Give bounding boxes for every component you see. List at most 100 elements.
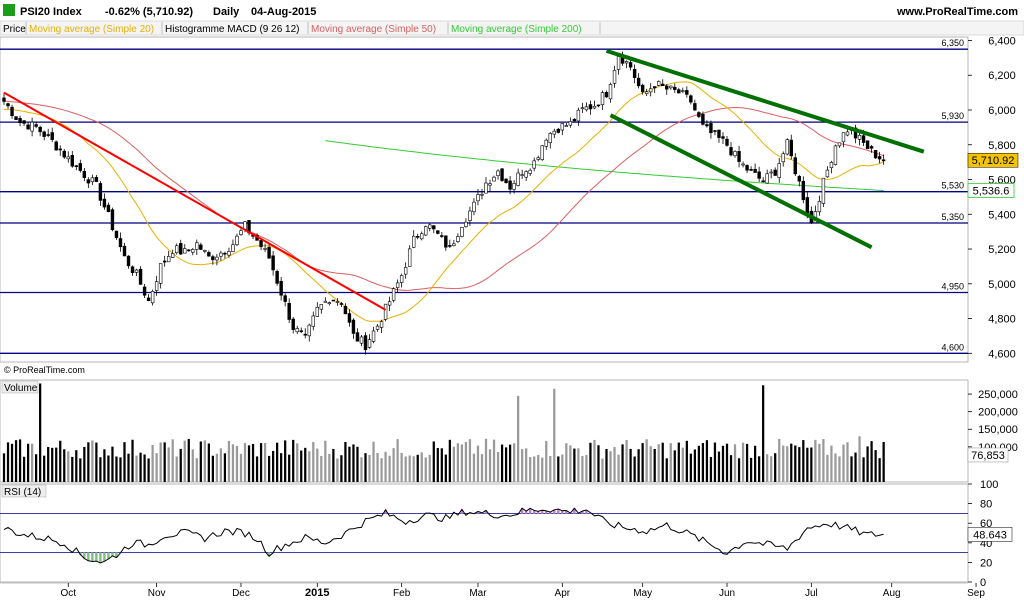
candle-body <box>86 179 91 184</box>
candle-body <box>488 183 492 186</box>
candle-body <box>403 267 408 275</box>
price-tick-label: 4,600 <box>988 348 1016 360</box>
candle-body <box>476 194 480 202</box>
candle-body <box>689 95 693 103</box>
candle-body <box>231 244 235 252</box>
candle-body <box>480 193 484 196</box>
candle-body <box>677 89 681 94</box>
channel-upper-trend-line[interactable] <box>605 48 925 154</box>
candle-body <box>640 84 645 93</box>
candle-body <box>697 112 701 117</box>
volume-tick-label: 250,000 <box>978 389 1018 401</box>
candle-body <box>175 245 179 254</box>
candle-body <box>725 138 729 146</box>
rsi-tick-label: 100 <box>980 479 998 491</box>
candle-body <box>219 252 223 257</box>
indicator-label[interactable]: Moving average (Simple 200) <box>451 24 582 35</box>
rsi-plot-area[interactable] <box>0 483 969 583</box>
candle-body <box>26 124 30 130</box>
candle-body <box>512 183 516 190</box>
candle-body <box>407 248 412 267</box>
candle-body <box>845 131 850 136</box>
candle-body <box>472 201 476 213</box>
candle-body <box>343 305 348 315</box>
candle-body <box>556 128 561 133</box>
candle-body <box>833 145 838 165</box>
indicator-label[interactable]: Moving average (Simple 20) <box>29 24 154 35</box>
x-tick-label: Mar <box>469 588 487 599</box>
candle-body <box>179 243 183 255</box>
candle-body <box>576 109 581 122</box>
candle-body <box>540 145 544 161</box>
candle-body <box>102 198 107 208</box>
level-label: 5,350 <box>941 212 964 222</box>
candle-body <box>837 142 842 147</box>
candle-body <box>275 271 279 284</box>
candle-body <box>753 168 757 173</box>
candle-body <box>560 123 565 131</box>
x-tick-label: Feb <box>393 588 411 599</box>
level-label: 4,600 <box>941 342 964 352</box>
brand-link[interactable]: www.ProRealTime.com <box>896 6 1018 18</box>
candle-body <box>452 243 456 246</box>
candle-body <box>448 245 452 247</box>
candle-body <box>805 197 810 214</box>
candle-body <box>532 160 536 169</box>
candle-body <box>673 86 677 90</box>
candle-body <box>713 130 717 132</box>
candle-body <box>98 183 103 201</box>
candle-body <box>90 177 95 183</box>
candle-body <box>733 151 737 157</box>
candle-body <box>146 297 151 301</box>
candle-body <box>10 106 14 117</box>
candle-body <box>460 227 464 237</box>
candle-body <box>34 124 38 127</box>
candle-body <box>436 230 440 234</box>
candle-body <box>50 132 54 140</box>
price-tick-label: 5,400 <box>988 209 1016 221</box>
indicator-label[interactable]: Moving average (Simple 50) <box>311 24 436 35</box>
candle-body <box>126 255 131 267</box>
candle-body <box>287 302 291 320</box>
volume-tick-label: 200,000 <box>978 407 1018 419</box>
candle-body <box>295 328 299 333</box>
sma200-value-label: 5,536.6 <box>973 186 1010 198</box>
candle-body <box>825 169 830 178</box>
candle-body <box>464 221 468 227</box>
price-tick-label: 6,400 <box>988 35 1016 47</box>
candle-body <box>761 180 765 183</box>
candle-body <box>138 268 143 285</box>
rsi-tick-label: 0 <box>980 577 986 589</box>
candle-body <box>395 282 400 288</box>
candle-body <box>873 150 878 159</box>
price-panel[interactable]: 4,6004,8005,0005,2005,4005,6005,8006,000… <box>0 35 1019 363</box>
candle-body <box>685 90 689 95</box>
candle-body <box>235 235 239 246</box>
candle-body <box>227 251 231 256</box>
index-title: PSI20 Index <box>20 6 83 18</box>
candle-body <box>150 291 155 304</box>
candle-body <box>572 118 577 122</box>
channel-lower-trend-line[interactable] <box>609 113 873 250</box>
candle-body <box>616 56 621 70</box>
candle-body <box>391 288 396 301</box>
x-tick-label: Aug <box>883 588 901 599</box>
indicator-label[interactable]: Price <box>3 24 26 35</box>
candle-body <box>203 250 207 252</box>
candle-body <box>291 318 295 330</box>
candle-body <box>94 176 99 182</box>
candle-body <box>588 104 593 110</box>
candle-body <box>793 157 797 175</box>
candle-body <box>187 249 191 252</box>
indicator-label[interactable]: Histogramme MACD (9 26 12) <box>165 24 299 35</box>
last-price-badge <box>967 152 1019 168</box>
downtrend-trend-line[interactable] <box>3 91 387 311</box>
candle-body <box>769 171 773 174</box>
candle-body <box>608 84 613 100</box>
x-tick-label: Jun <box>719 588 735 599</box>
header-bar <box>0 0 1024 20</box>
price-tick-label: 5,000 <box>988 279 1016 291</box>
candle-body <box>199 244 203 250</box>
